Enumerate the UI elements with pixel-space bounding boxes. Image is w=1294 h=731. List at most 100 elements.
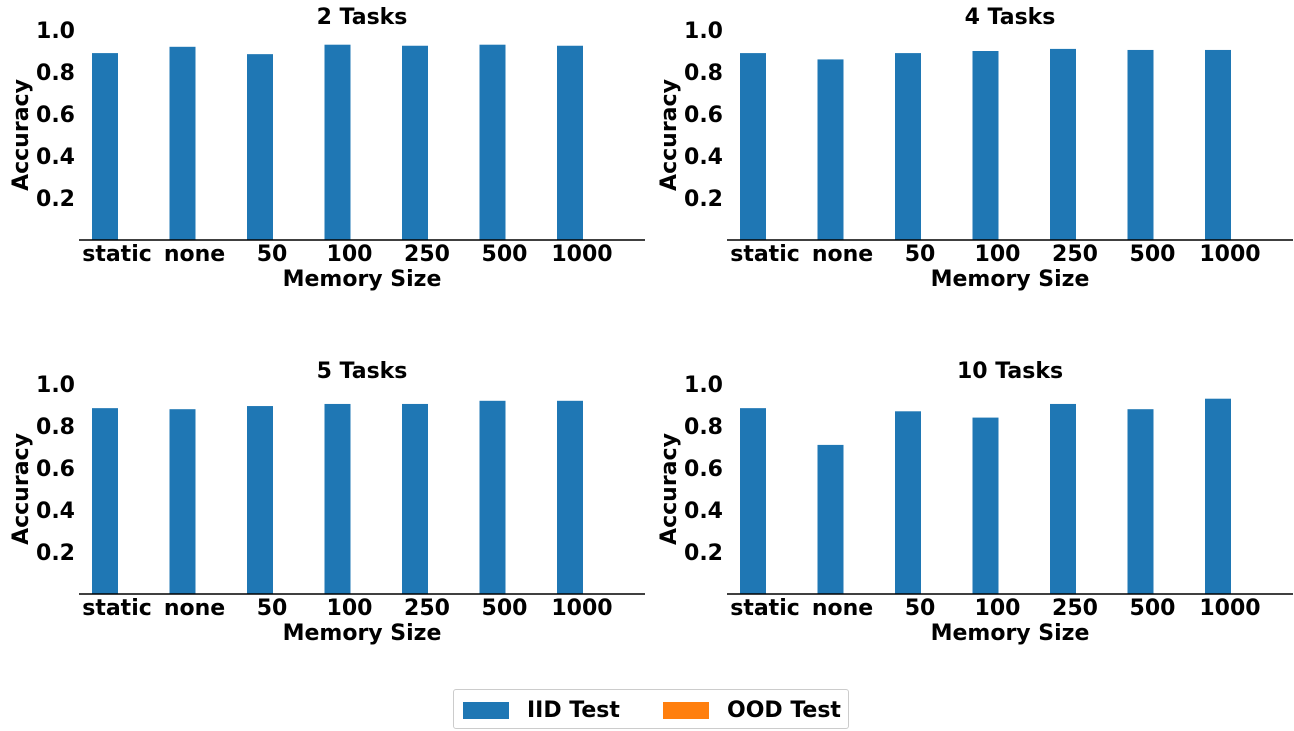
y-tick-label: 0.4 (684, 499, 723, 524)
bar-iid-500 (1127, 409, 1154, 594)
y-tick-label: 0.8 (36, 415, 75, 440)
x-axis-label: Memory Size (283, 267, 442, 292)
x-tick-label: 250 (1052, 596, 1098, 621)
x-tick-label: 1000 (1199, 242, 1260, 267)
y-tick-label: 0.4 (36, 499, 75, 524)
x-tick-label: none (812, 596, 873, 621)
bar-iid-none (169, 46, 196, 240)
x-tick-label: static (730, 242, 800, 267)
subplot-title: 10 Tasks (957, 359, 1063, 384)
y-tick-label: 0.6 (36, 103, 75, 128)
bar-iid-1000 (557, 45, 583, 240)
bar-iid-100 (972, 417, 999, 594)
bar-iid-none (169, 409, 196, 594)
bar-iid-250 (402, 403, 428, 594)
bar-iid-500 (1127, 49, 1154, 241)
bar-iid-50 (247, 406, 273, 594)
x-tick-label: 500 (482, 242, 528, 267)
y-tick-label: 0.2 (36, 187, 75, 212)
bar-iid-1000 (557, 400, 583, 594)
bar-iid-1000 (1205, 398, 1231, 594)
bar-iid-1000 (1205, 49, 1231, 241)
legend-swatch-ood (663, 701, 709, 719)
x-tick-label: 500 (1130, 596, 1176, 621)
y-axis-label: Accuracy (9, 433, 34, 545)
bar-iid-50 (895, 53, 921, 240)
subplot-title: 2 Tasks (317, 5, 408, 30)
y-tick-label: 0.4 (684, 145, 723, 170)
subplot-2: 4 Tasks 0.2 0.4 0.6 0.8 1.0 Accuracy static none… (657, 5, 1293, 292)
x-tick-label: 100 (975, 242, 1021, 267)
x-tick-label: 100 (975, 596, 1021, 621)
x-tick-label: static (730, 596, 800, 621)
x-tick-label: 50 (257, 242, 288, 267)
y-tick-label: 0.2 (36, 541, 75, 566)
bar-iid-none (817, 444, 844, 594)
subplot-title: 4 Tasks (965, 5, 1056, 30)
x-tick-label: 500 (1130, 242, 1176, 267)
legend-item-ood: OOD Test (663, 697, 841, 723)
bar-iid-50 (247, 54, 273, 241)
y-tick-label: 0.4 (36, 145, 75, 170)
x-tick-label: 1000 (551, 596, 612, 621)
y-tick-label: 1.0 (36, 373, 75, 398)
x-tick-label: 1000 (1199, 596, 1260, 621)
x-axis-label: Memory Size (283, 621, 442, 646)
bar-iid-100 (972, 51, 999, 240)
bar-iid-250 (1050, 48, 1076, 241)
y-tick-label: 0.2 (684, 187, 723, 212)
legend-item-iid: IID Test (463, 697, 620, 723)
subplot-4: 10 Tasks 0.2 0.4 0.6 0.8 1.0 Accuracy static non… (657, 359, 1293, 646)
bar-iid-500 (479, 400, 506, 594)
y-tick-label: 0.2 (684, 541, 723, 566)
x-tick-label: 50 (905, 596, 936, 621)
bar-iid-250 (402, 45, 428, 240)
x-tick-label: none (812, 242, 873, 267)
x-tick-label: static (82, 596, 152, 621)
x-tick-label: 100 (327, 242, 373, 267)
bar-iid-50 (895, 411, 921, 594)
bar-iid-static (92, 408, 118, 594)
y-tick-label: 0.8 (36, 61, 75, 86)
y-tick-label: 0.6 (684, 457, 723, 482)
x-axis-label: Memory Size (931, 621, 1090, 646)
legend-label-ood: OOD Test (727, 697, 841, 723)
y-axis-label: Accuracy (657, 79, 682, 191)
y-tick-label: 0.6 (36, 457, 75, 482)
x-tick-label: 50 (905, 242, 936, 267)
y-tick-label: 0.8 (684, 61, 723, 86)
y-axis-label: Accuracy (657, 433, 682, 545)
legend: IID Test OOD Test (453, 689, 849, 729)
x-tick-label: 50 (257, 596, 288, 621)
x-tick-label: 1000 (551, 242, 612, 267)
bar-iid-static (92, 53, 118, 240)
y-tick-label: 1.0 (684, 373, 723, 398)
bar-iid-static (740, 408, 766, 594)
x-tick-label: 500 (482, 596, 528, 621)
subplot-1: 2 Tasks 0.2 0.4 0.6 0.8 1.0 Accuracy static none… (9, 5, 645, 292)
bar-iid-100 (324, 403, 351, 594)
x-tick-label: 100 (327, 596, 373, 621)
x-tick-label: none (164, 596, 225, 621)
legend-swatch-iid (463, 701, 509, 719)
y-tick-label: 0.6 (684, 103, 723, 128)
bar-iid-500 (479, 44, 506, 241)
x-tick-label: 250 (404, 242, 450, 267)
y-tick-label: 0.8 (684, 415, 723, 440)
x-tick-label: 250 (404, 596, 450, 621)
bar-iid-static (740, 53, 766, 240)
subplot-title: 5 Tasks (317, 359, 408, 384)
bar-iid-none (817, 59, 844, 241)
x-tick-label: 250 (1052, 242, 1098, 267)
bar-iid-250 (1050, 403, 1076, 594)
bar-iid-100 (324, 44, 351, 241)
x-tick-label: none (164, 242, 225, 267)
legend-label-iid: IID Test (527, 697, 620, 723)
subplot-3: 5 Tasks 0.2 0.4 0.6 0.8 1.0 Accuracy static none… (9, 359, 645, 646)
y-tick-label: 1.0 (684, 19, 723, 44)
x-axis-label: Memory Size (931, 267, 1090, 292)
y-axis-label: Accuracy (9, 79, 34, 191)
x-tick-label: static (82, 242, 152, 267)
y-tick-label: 1.0 (36, 19, 75, 44)
